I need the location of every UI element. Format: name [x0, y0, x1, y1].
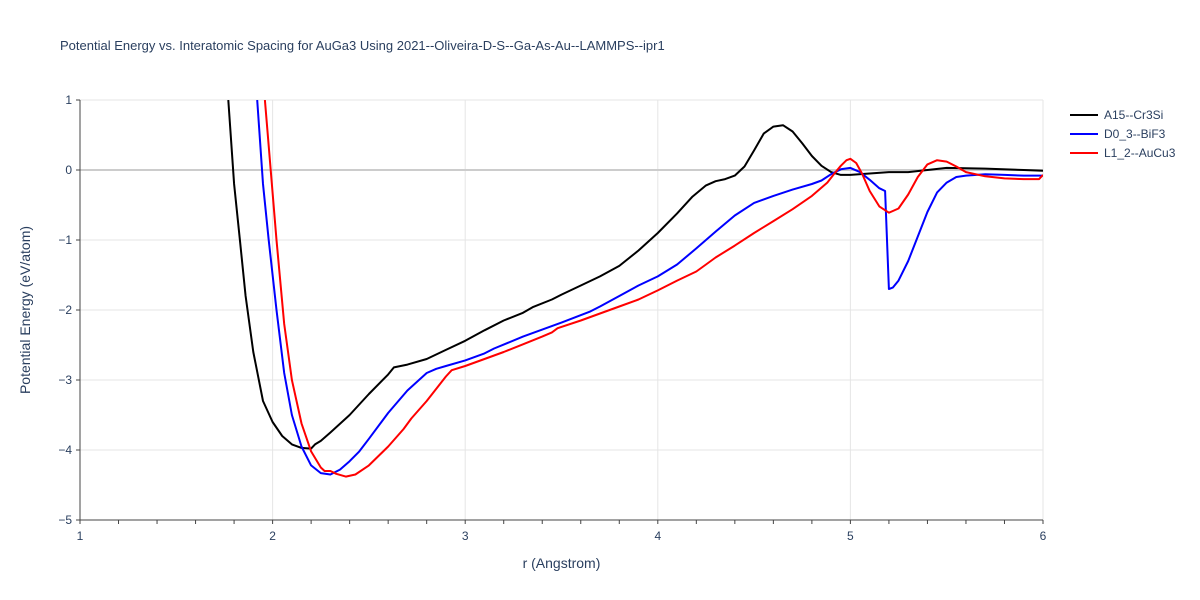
x-tick-label: 2: [269, 529, 276, 543]
series-line-2: [256, 100, 1043, 476]
series-line-3: [263, 100, 1043, 478]
y-tick-label: −4: [58, 443, 72, 457]
ticks: 1 2 3 4 5 6 −5 −4 −3 −2 −1 0 1: [58, 93, 1046, 543]
y-tick-label: −3: [58, 373, 72, 387]
grid: [79, 99, 1044, 521]
legend-label: D0_3--BiF3: [1104, 127, 1166, 141]
legend-label: L1_2--AuCu3: [1104, 146, 1176, 160]
legend-item[interactable]: A15--Cr3Si: [1070, 108, 1163, 122]
x-tick-label: 1: [77, 529, 84, 543]
legend[interactable]: A15--Cr3Si D0_3--BiF3 L1_2--AuCu3: [1070, 108, 1176, 160]
chart-title: Potential Energy vs. Interatomic Spacing…: [60, 38, 665, 53]
series-line-1: [227, 100, 1043, 450]
y-tick-label: 1: [65, 93, 72, 107]
y-tick-label: 0: [65, 163, 72, 177]
y-tick-label: −5: [58, 513, 72, 527]
y-tick-label: −1: [58, 233, 72, 247]
x-tick-label: 5: [847, 529, 854, 543]
x-tick-label: 6: [1040, 529, 1047, 543]
y-tick-label: −2: [58, 303, 72, 317]
legend-label: A15--Cr3Si: [1104, 108, 1163, 122]
x-tick-label: 4: [654, 529, 661, 543]
y-axis-title: Potential Energy (eV/atom): [17, 226, 33, 394]
plot-area: [227, 100, 1043, 478]
x-tick-label: 3: [462, 529, 469, 543]
x-axis-title: r (Angstrom): [523, 555, 601, 571]
legend-item[interactable]: L1_2--AuCu3: [1070, 146, 1176, 160]
legend-item[interactable]: D0_3--BiF3: [1070, 127, 1166, 141]
